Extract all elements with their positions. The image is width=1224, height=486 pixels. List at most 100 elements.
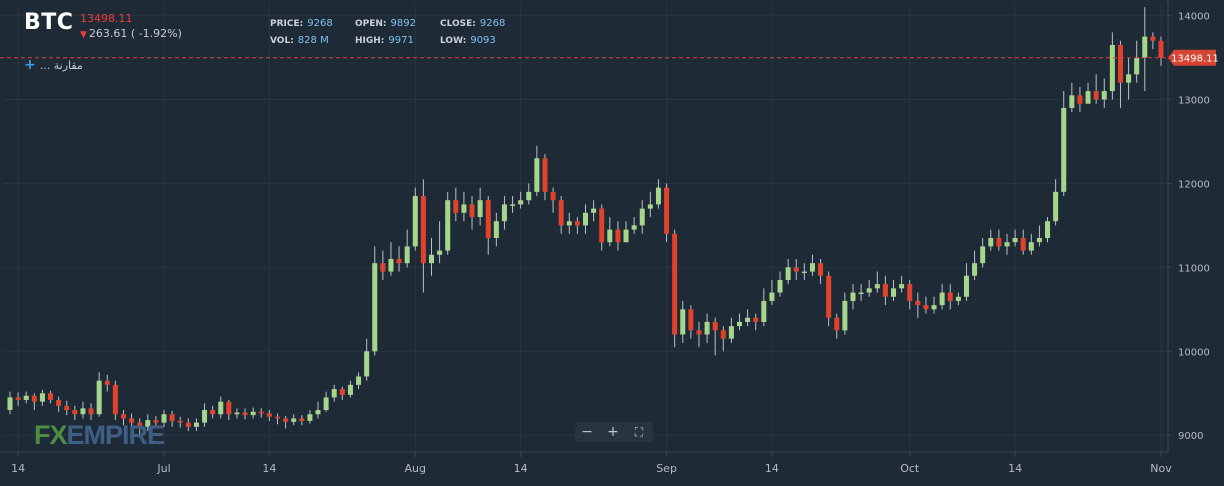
candle-up <box>323 397 329 411</box>
candle-up <box>980 246 986 264</box>
candle-down <box>56 399 62 406</box>
candle-up <box>1061 107 1067 192</box>
candle-up <box>1028 242 1034 251</box>
candle-down <box>1020 237 1026 251</box>
stat-vol-label: VOL: <box>270 36 294 46</box>
candle-down <box>720 330 726 339</box>
candle-down <box>48 393 54 400</box>
stat-price: PRICE: 9268 <box>270 18 333 29</box>
compare-label: ... مقارنة <box>39 59 83 72</box>
candle-up <box>1053 191 1059 222</box>
y-tick-label: 14000 <box>1178 12 1210 23</box>
candle-down <box>469 204 475 218</box>
stat-high-value: 9971 <box>388 35 414 46</box>
x-tick-label: 14 <box>11 462 25 475</box>
candle-up <box>801 271 807 274</box>
candle-down <box>1150 36 1156 41</box>
candle-up <box>655 187 661 205</box>
candle-down <box>31 395 37 402</box>
candle-up <box>331 389 337 398</box>
compare-button[interactable]: +... مقارنة <box>24 57 83 73</box>
candle-up <box>315 410 321 415</box>
zoom-in-button[interactable]: + <box>607 424 619 440</box>
candle-down <box>793 267 799 272</box>
logo-empire: EMPIRE <box>66 420 166 450</box>
stat-close: CLOSE: 9268 <box>440 18 505 29</box>
zoom-controls: − + ⛶ <box>575 422 653 442</box>
candle-up <box>80 408 86 415</box>
candle-up <box>291 418 297 422</box>
candle-up <box>809 263 815 272</box>
candle-up <box>1069 95 1075 108</box>
stat-open: OPEN: 9892 <box>355 18 416 29</box>
stat-vol: VOL: 828 M <box>270 35 329 46</box>
candle-down <box>485 200 491 238</box>
candle-down <box>688 309 694 331</box>
candle-up <box>931 305 937 310</box>
candle-down <box>574 221 580 226</box>
candle-up <box>96 380 102 415</box>
candle-down <box>712 321 718 331</box>
candle-down <box>1093 91 1099 100</box>
plus-icon: + <box>24 57 36 73</box>
candle-up <box>639 208 645 226</box>
candle-up <box>234 412 240 415</box>
candle-down <box>542 158 548 192</box>
candle-down <box>420 196 426 264</box>
candle-down <box>72 410 78 415</box>
fxempire-logo: FXEMPIRE <box>34 420 166 451</box>
candle-up <box>404 246 410 264</box>
candle-up <box>972 263 978 276</box>
candle-up <box>445 200 451 251</box>
candle-up <box>850 292 856 301</box>
down-arrow-icon: ▼ <box>80 30 87 40</box>
candle-up <box>510 204 516 206</box>
logo-fx: FX <box>34 420 68 450</box>
candle-up <box>1004 242 1010 247</box>
price-change: ▼ 263.61 ( -1.92%) <box>80 27 182 40</box>
candle-down <box>15 397 21 400</box>
candle-down <box>339 389 345 395</box>
zoom-out-button[interactable]: − <box>581 424 593 440</box>
candle-up <box>39 393 45 402</box>
candle-up <box>1012 237 1018 243</box>
candle-down <box>826 275 832 318</box>
candle-down <box>923 305 929 310</box>
y-tick-label: 9000 <box>1178 431 1203 442</box>
candle-down <box>88 408 94 415</box>
candle-down <box>299 418 305 421</box>
candle-up <box>428 254 435 264</box>
stat-price-label: PRICE: <box>270 19 304 29</box>
candle-up <box>518 200 524 205</box>
candle-down <box>112 384 118 415</box>
candle-up <box>728 326 734 339</box>
candle-up <box>1045 221 1051 238</box>
candle-down <box>210 410 216 415</box>
stat-low: LOW: 9093 <box>440 35 496 46</box>
candle-up <box>874 284 880 289</box>
candle-up <box>388 258 394 272</box>
candle-up <box>372 263 378 352</box>
candle-up <box>842 300 848 331</box>
candle-up <box>988 237 994 247</box>
candle-down <box>818 263 824 276</box>
x-tick-label: 14 <box>765 462 779 475</box>
candle-up <box>193 422 199 427</box>
candle-down <box>599 208 605 243</box>
candle-up <box>501 204 507 222</box>
candle-up <box>250 411 256 416</box>
candle-up <box>202 410 208 423</box>
candle-up <box>493 221 499 238</box>
candle-down <box>283 418 289 422</box>
candle-down <box>1158 40 1164 58</box>
fullscreen-icon[interactable]: ⛶ <box>634 425 644 439</box>
price-change-value: 263.61 ( -1.92%) <box>88 27 182 40</box>
y-tick-label: 13000 <box>1178 96 1210 107</box>
candle-up <box>582 212 589 226</box>
y-tick-label: 12000 <box>1178 179 1210 190</box>
candle-up <box>1036 237 1042 243</box>
candle-down <box>169 414 175 421</box>
x-tick-label: 14 <box>262 462 276 475</box>
